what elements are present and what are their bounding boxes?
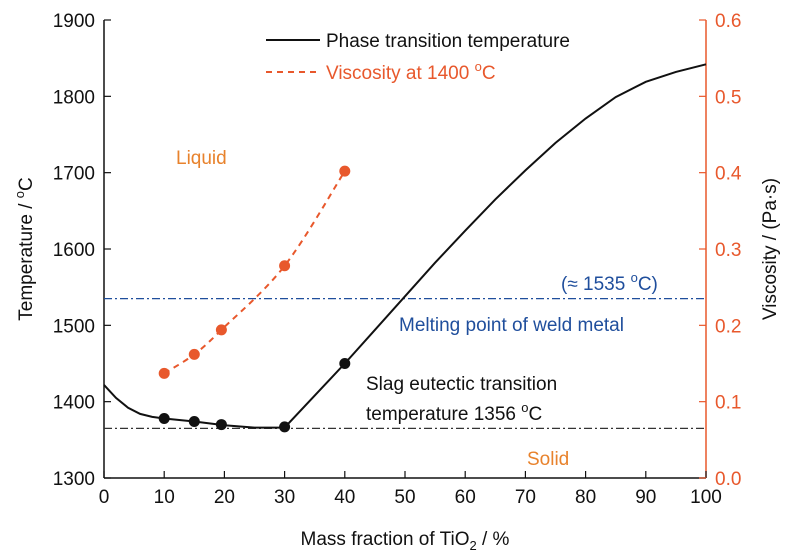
phase-point-group — [158, 358, 351, 433]
y-left-tick-label: 1900 — [53, 11, 95, 32]
y-right-tick-label: 0.6 — [715, 11, 741, 32]
phase-transition-line — [103, 63, 707, 429]
y-right-tick-label: 0.3 — [715, 240, 741, 261]
phase-point — [279, 421, 291, 433]
y-left-tick-group: 1300 1400 1500 1600 1700 1800 1900 — [53, 11, 111, 490]
y-right-tick-label: 0.4 — [715, 164, 742, 185]
x-tick-label: 90 — [635, 487, 656, 508]
y-left-axis-title: Temperature / oC — [12, 177, 37, 320]
x-tick-label: 20 — [214, 487, 235, 508]
viscosity-line — [163, 170, 346, 375]
x-tick-label: 0 — [99, 487, 110, 508]
y-left-tick-label: 1800 — [53, 87, 95, 108]
viscosity-point — [158, 367, 170, 379]
viscosity-point — [339, 165, 351, 177]
phase-point — [215, 419, 227, 431]
y-left-tick-label: 1600 — [53, 240, 95, 261]
x-tick-label: 50 — [394, 487, 415, 508]
y-right-tick-label: 0.5 — [715, 87, 741, 108]
liquid-label: Liquid — [176, 148, 227, 169]
melting-point-label: Melting point of weld metal — [399, 315, 624, 336]
melting-value-label: (≈ 1535 oC) — [561, 270, 658, 295]
y-right-tick-label: 0.2 — [715, 316, 741, 337]
y-left-tick-label: 1500 — [53, 316, 95, 337]
phase-point — [158, 412, 170, 424]
phase-point — [339, 358, 351, 369]
y-right-tick-label: 0.0 — [715, 469, 741, 490]
x-tick-group: 0 10 20 30 40 50 60 70 80 90 100 — [99, 471, 722, 508]
legend: Phase transition temperature Viscosity a… — [266, 31, 570, 84]
x-tick-label: 30 — [274, 487, 295, 508]
legend-label-phase: Phase transition temperature — [326, 31, 570, 52]
eutectic-label-line2: temperature 1356 oC — [366, 400, 542, 425]
x-tick-label: 80 — [575, 487, 596, 508]
solid-label: Solid — [527, 449, 569, 470]
y-right-axis-title: Viscosity / (Pa·s) — [760, 178, 781, 320]
x-axis-title: Mass fraction of TiO2 / % — [301, 529, 510, 553]
y-left-tick-label: 1300 — [53, 469, 95, 490]
legend-label-viscosity: Viscosity at 1400 oC — [326, 59, 496, 84]
phase-point — [188, 416, 200, 428]
viscosity-point-group — [158, 165, 351, 379]
viscosity-point — [188, 348, 200, 360]
eutectic-label-line1: Slag eutectic transition — [366, 374, 557, 395]
viscosity-point — [279, 260, 291, 272]
y-left-tick-label: 1400 — [53, 393, 95, 414]
x-tick-label: 10 — [154, 487, 175, 508]
y-right-tick-group: 0.0 0.1 0.2 0.3 0.4 0.5 0.6 — [699, 11, 742, 490]
x-tick-label: 70 — [515, 487, 536, 508]
x-tick-label: 100 — [690, 487, 722, 508]
viscosity-point — [215, 324, 227, 336]
x-tick-label: 40 — [334, 487, 355, 508]
y-left-tick-label: 1700 — [53, 164, 95, 185]
y-right-tick-label: 0.1 — [715, 393, 741, 414]
x-tick-label: 60 — [455, 487, 476, 508]
